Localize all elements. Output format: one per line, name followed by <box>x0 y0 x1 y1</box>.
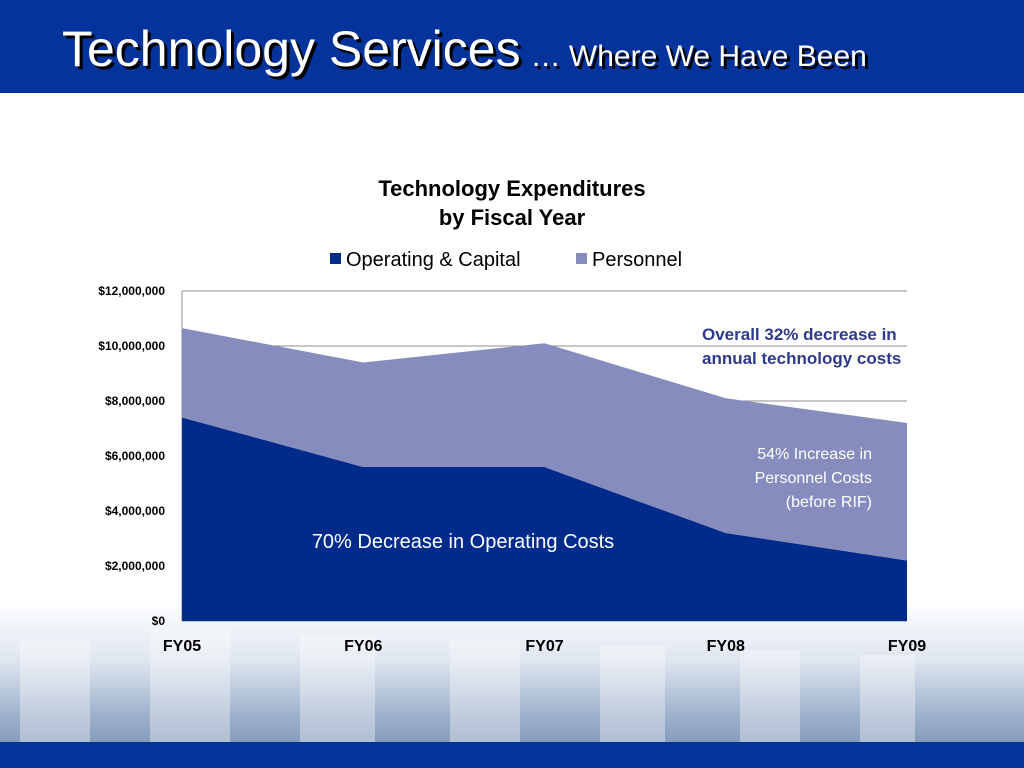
x-tick-label: FY08 <box>707 638 745 655</box>
x-tick-label: FY07 <box>525 638 563 655</box>
header-band <box>0 0 1024 93</box>
slide-title: Technology Services <box>62 21 521 77</box>
area <box>182 417 907 621</box>
y-tick-label: $10,000,000 <box>98 339 165 353</box>
annotation: annual technology costs <box>702 349 901 368</box>
legend-label: Personnel <box>592 249 682 271</box>
y-tick-label: $0 <box>152 614 166 628</box>
legend-label: Operating & Capital <box>346 249 521 271</box>
area <box>182 328 907 561</box>
chart: Technology Expenditures by Fiscal Year Ope… <box>98 176 926 655</box>
slide-heading: Technology Services … Where We Have Been <box>62 21 867 77</box>
annotation: 54% Increase in <box>757 446 872 463</box>
x-tick-label: FY09 <box>888 638 926 655</box>
y-tick-label: $4,000,000 <box>105 504 165 518</box>
y-tick-label: $8,000,000 <box>105 394 165 408</box>
chart-title: by Fiscal Year <box>439 205 586 230</box>
annotation: (before RIF) <box>786 494 872 511</box>
chart-title: Technology Expenditures <box>378 176 645 201</box>
legend-swatch <box>576 253 587 264</box>
columns-decor <box>20 630 915 742</box>
annotation: 70% Decrease in Operating Costs <box>312 531 614 553</box>
annotation: Personnel Costs <box>755 470 872 487</box>
y-tick-label: $2,000,000 <box>105 559 165 573</box>
x-tick-label: FY06 <box>344 638 382 655</box>
y-tick-label: $6,000,000 <box>105 449 165 463</box>
x-tick-label: FY05 <box>163 638 201 655</box>
y-tick-label: $12,000,000 <box>98 284 165 298</box>
annotation: Overall 32% decrease in <box>702 325 897 344</box>
slide-subtitle: … Where We Have Been <box>531 40 867 73</box>
legend-swatch <box>330 253 341 264</box>
footer-band <box>0 742 1024 768</box>
